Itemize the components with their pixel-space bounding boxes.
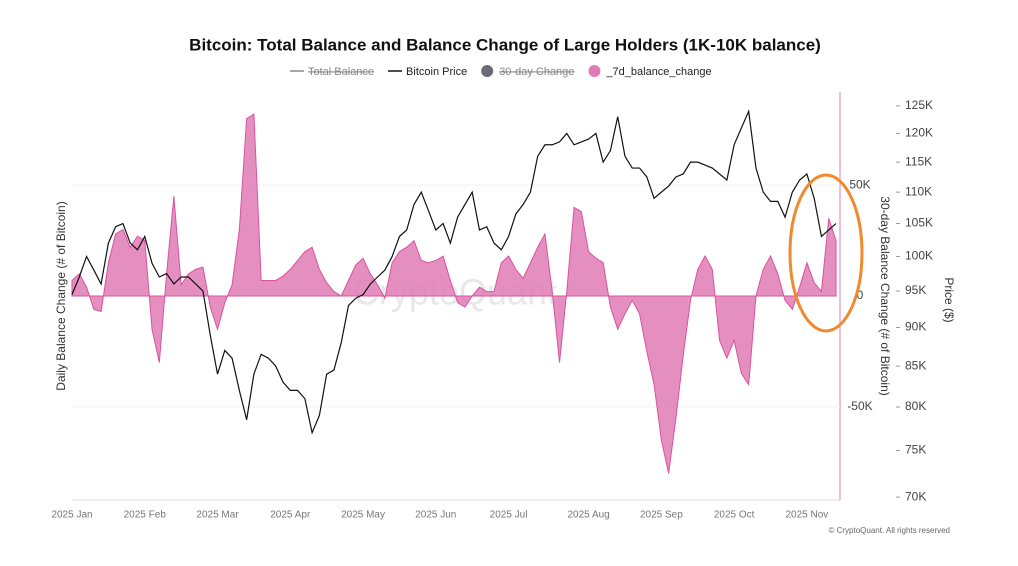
x-tick-label: 2025 Jun <box>415 510 456 521</box>
x-tick-label: 2025 Jan <box>51 510 92 521</box>
y2-tick-label: 115K <box>905 154 932 168</box>
y-tick-label: 50K <box>849 177 870 191</box>
y-axis-label: Daily Balance Change (# of Bitcoin) <box>54 201 68 390</box>
y-tick-label: 0 <box>857 288 864 302</box>
y2-tick-label: 105K <box>905 216 933 230</box>
copyright: © CryptoQuant. All rights reserved <box>829 526 951 535</box>
y-tick-label: -50K <box>847 399 872 413</box>
legend-label: 30-day Change <box>499 66 574 78</box>
plot: 50K 0 -50K 70K 75K 80K 85K 90K 95K 100K 105K 110K 11… <box>51 98 933 521</box>
highlight-circle <box>788 173 864 333</box>
x-tick-label: 2025 Nov <box>785 510 828 521</box>
y2-tick-label: 80K <box>905 399 926 413</box>
legend-marker <box>588 65 601 77</box>
legend-label: Total Balance <box>308 66 374 78</box>
legend-marker <box>481 65 494 77</box>
y2-tick-label: 85K <box>905 358 926 372</box>
x-tick-label: 2025 Apr <box>270 510 311 521</box>
y1-axis-label: 30-day Balance Change (# of Bitcoin) <box>878 196 892 395</box>
x-tick-label: 2025 May <box>341 510 385 521</box>
y2-tick-label: 125K <box>905 98 933 112</box>
x-tick-label: 2025 Feb <box>124 510 167 521</box>
y2-tick-label: 70K <box>905 489 926 503</box>
y2-tick-label: 75K <box>905 443 926 457</box>
x-tick-label: 2025 Mar <box>196 510 239 521</box>
legend-label: Bitcoin Price <box>406 66 467 78</box>
x-tick-label: 2025 Jul <box>490 510 528 521</box>
chart-title: Bitcoin: Total Balance and Balance Chang… <box>189 35 821 54</box>
y2-tick-label: 110K <box>905 184 932 198</box>
balance-area <box>71 113 837 474</box>
y2-tick-label: 100K <box>905 249 933 263</box>
x-tick-label: 2025 Aug <box>567 510 609 521</box>
x-tick-label: 2025 Sep <box>640 510 683 521</box>
y2-axis-label: Price ($) <box>942 277 956 322</box>
y2-tick-label: 95K <box>905 283 926 297</box>
price-line <box>71 109 837 435</box>
y2-tick-label: 90K <box>905 320 926 334</box>
y2-tick-label: 120K <box>905 126 933 140</box>
legend: Total Balance Bitcoin Price 30-day Change _… <box>290 65 712 78</box>
x-tick-label: 2025 Oct <box>714 510 755 521</box>
legend-label: _7d_balance_change <box>605 66 711 78</box>
